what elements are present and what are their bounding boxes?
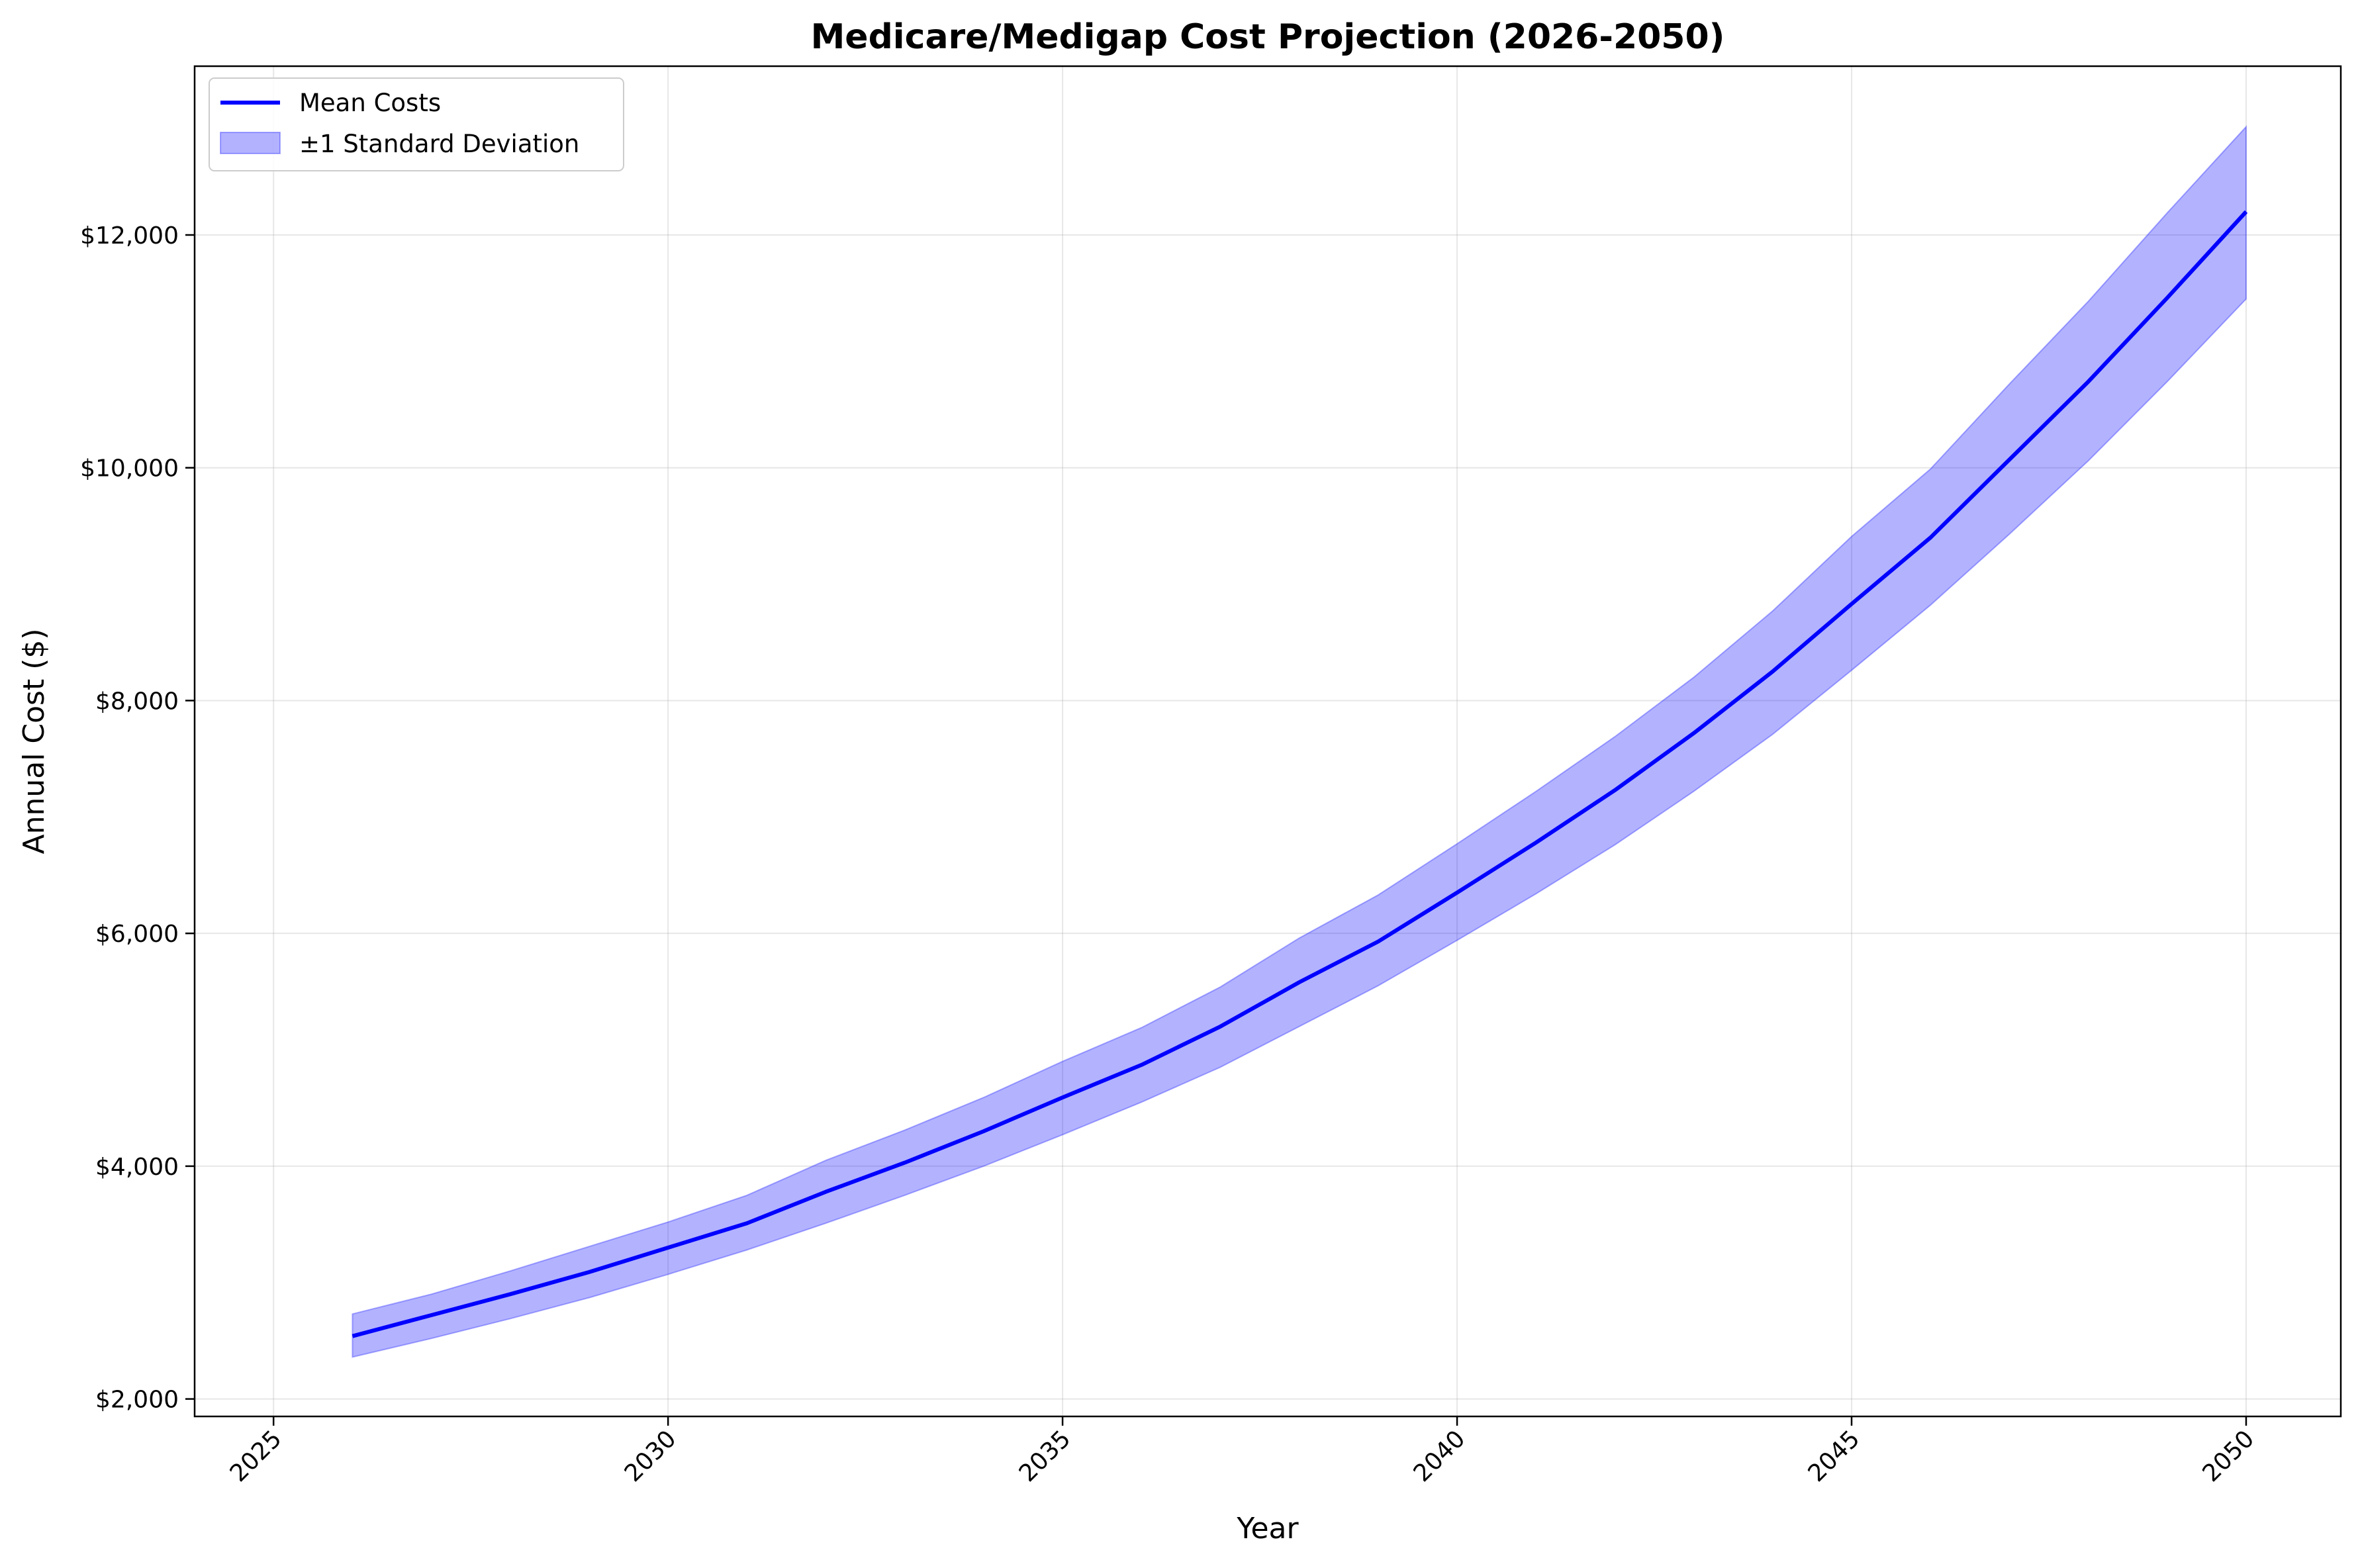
mean-line-layer xyxy=(352,210,2248,1338)
y-tick-label: $2,000 xyxy=(95,1387,179,1414)
y-tick-label: $8,000 xyxy=(95,688,179,715)
y-tick-label: $12,000 xyxy=(80,222,179,250)
std-dev-band-layer xyxy=(352,124,2247,1358)
legend-label-mean-costs: Mean Costs xyxy=(299,89,441,117)
std-dev-band xyxy=(352,124,2247,1358)
chart-title: Medicare/Medigap Cost Projection (2026-2… xyxy=(811,17,1725,57)
y-tick-label: $6,000 xyxy=(95,921,179,948)
legend-std-dev-swatch xyxy=(220,132,281,154)
legend-label-std-dev: ±1 Standard Deviation xyxy=(299,130,579,158)
x-axis-label: Year xyxy=(1236,1512,1299,1545)
y-axis-ticks: $2,000 $4,000 $6,000 $8,000 $10,000 $12,000 xyxy=(80,222,195,1414)
plot-frame xyxy=(193,65,2342,1418)
y-axis-label: Annual Cost ($) xyxy=(17,628,51,854)
legend-box xyxy=(209,77,624,171)
mean-costs-line xyxy=(352,210,2248,1338)
legend: Mean Costs ±1 Standard Deviation xyxy=(209,77,624,171)
y-tick-label: $4,000 xyxy=(95,1154,179,1181)
y-tick-label: $10,000 xyxy=(80,455,179,483)
grid xyxy=(195,66,2341,1416)
